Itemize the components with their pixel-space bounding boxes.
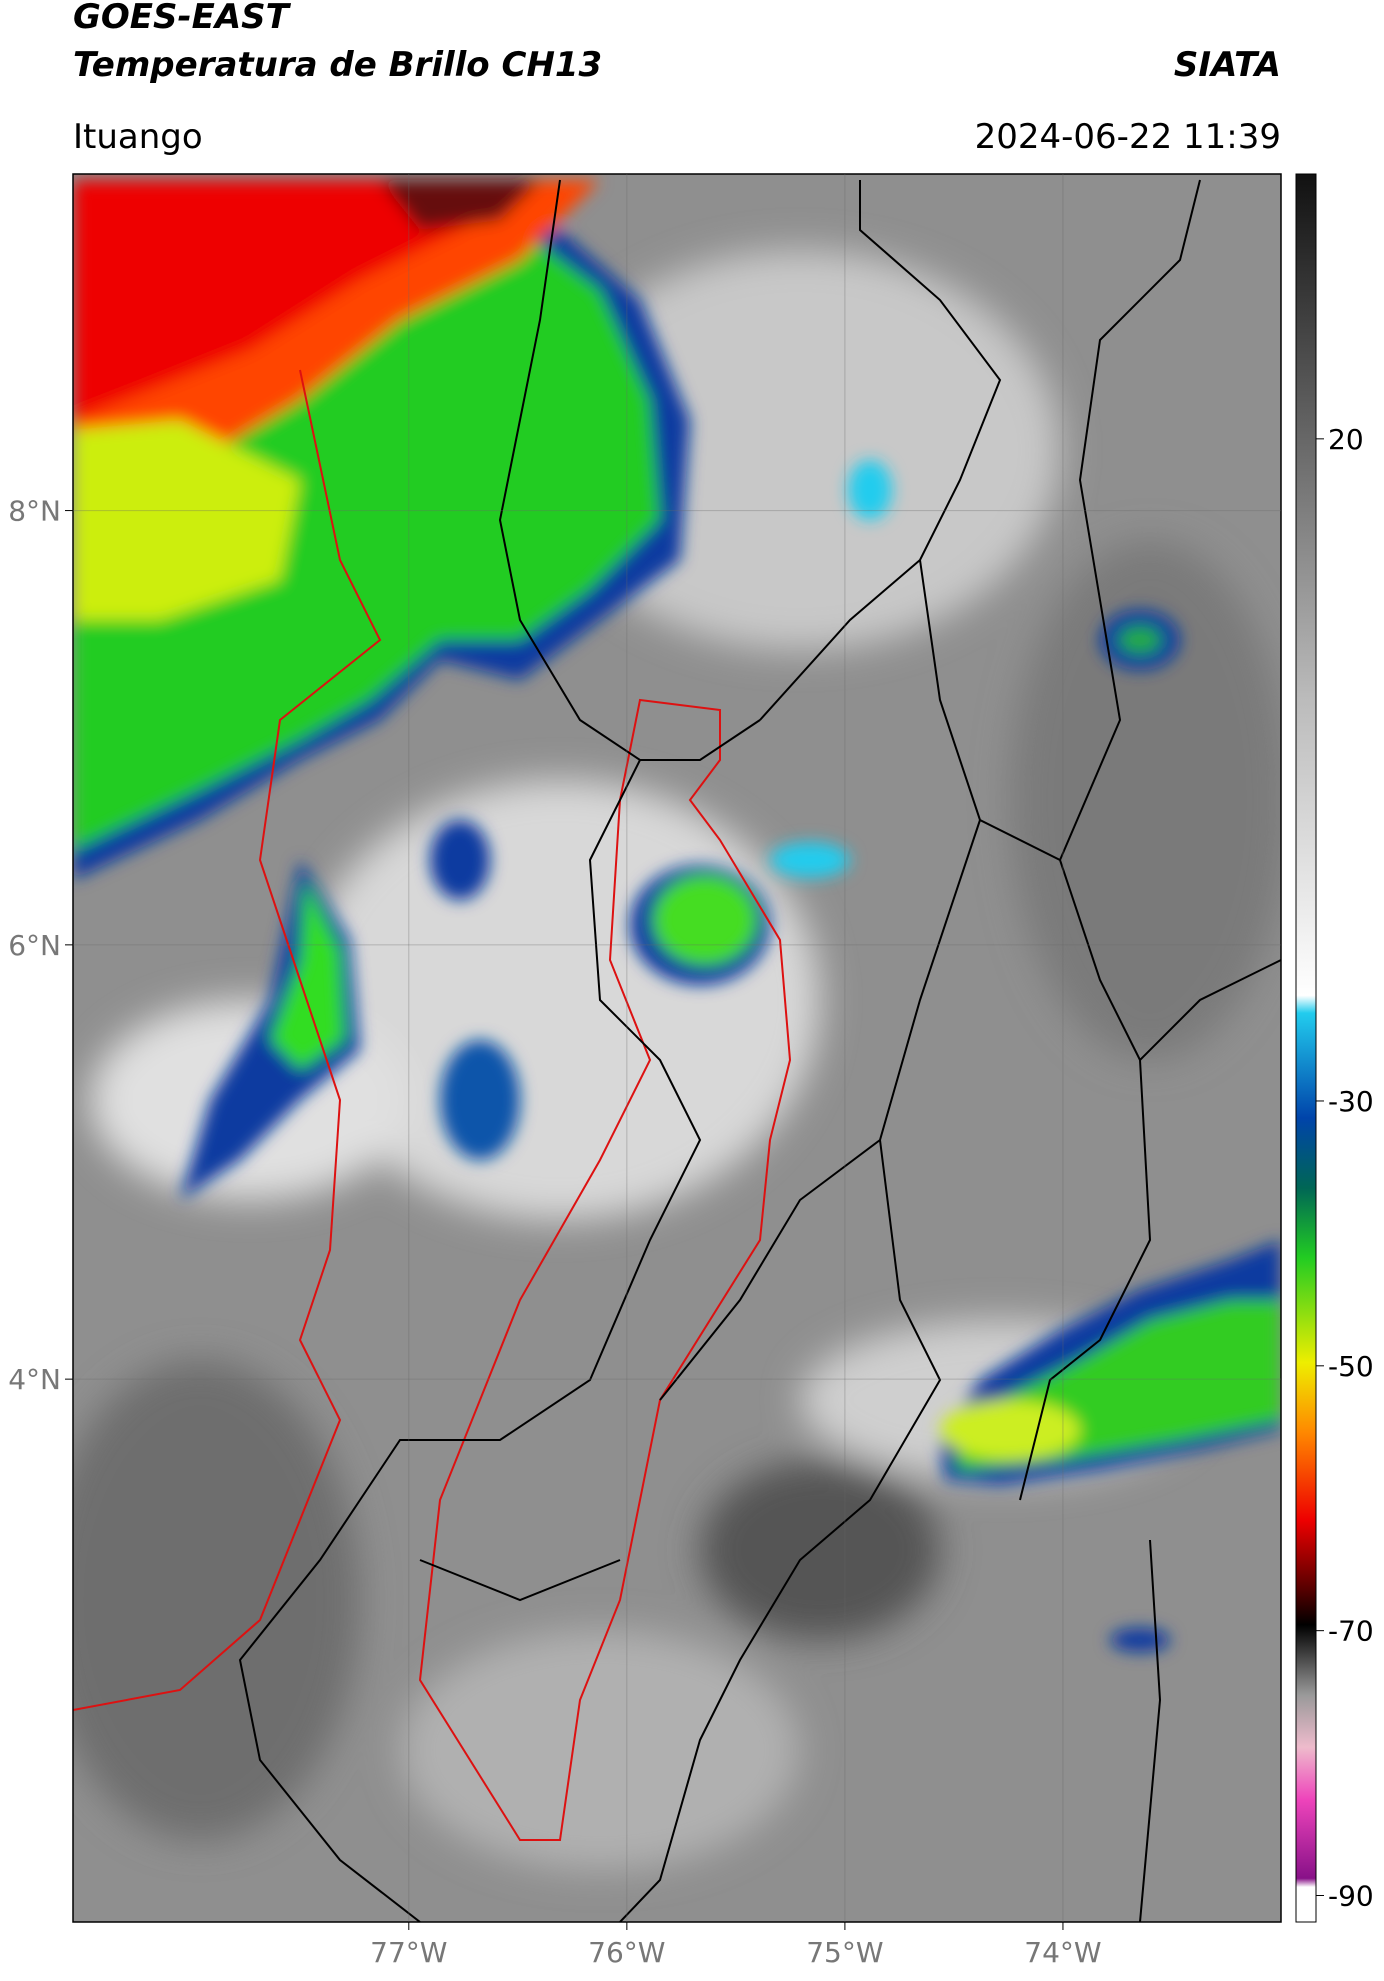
colorbar-tick-label: -90 [1328,1880,1374,1913]
colorbar-tick-label: -30 [1328,1085,1374,1118]
x-tick-label: 74°W [1024,1936,1101,1969]
location: Ituango [73,117,203,157]
map-frame [72,173,1282,1923]
y-tick-label: 6°N [8,929,61,962]
y-tick-label: 8°N [8,495,61,528]
satellite-image [73,174,1281,1922]
x-tick-label: 75°W [806,1936,883,1969]
subtitle: Temperatura de Brillo CH13 [73,45,602,85]
x-tick-label: 77°W [370,1936,447,1969]
x-tick-label: 76°W [588,1936,665,1969]
title: GOES-EAST [73,0,292,37]
colorbar-tick-label: -70 [1328,1615,1374,1648]
source: SIATA [1174,45,1281,85]
y-tick-label: 4°N [8,1363,61,1396]
colorbar-tick-label: -50 [1328,1350,1374,1383]
timestamp: 2024-06-22 11:39 [975,117,1281,157]
colorbar-tick-label: 20 [1328,423,1364,456]
colorbar [1295,173,1317,1923]
